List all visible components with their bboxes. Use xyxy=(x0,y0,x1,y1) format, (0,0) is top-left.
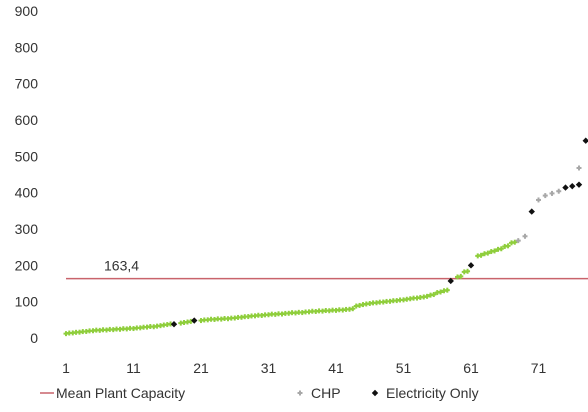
chart-legend: Mean Plant Capacity CHP Electricity Only xyxy=(40,385,479,401)
x-tick-label: 21 xyxy=(193,360,209,376)
electricity-only-point xyxy=(191,317,198,324)
data-points xyxy=(63,137,588,337)
chp-point xyxy=(549,190,555,196)
electricity-only-point xyxy=(528,208,535,215)
electricity-only-point xyxy=(582,137,588,144)
electricity-only-point xyxy=(467,262,475,269)
chp-point xyxy=(512,239,518,245)
legend-label: Electricity Only xyxy=(386,385,479,401)
electricity-only-point xyxy=(447,277,454,285)
legend-label: Mean Plant Capacity xyxy=(56,385,185,401)
y-axis-ticks: 0 100 200 300 400 500 600 700 800 900 xyxy=(15,3,39,346)
chp-point xyxy=(438,289,444,295)
y-tick-label: 700 xyxy=(15,76,39,92)
legend-chp-swatch xyxy=(297,390,303,396)
chp-point xyxy=(576,165,582,171)
mean-value-label: 163,4 xyxy=(104,258,139,274)
chp-point xyxy=(465,268,471,274)
chp-point xyxy=(350,306,356,312)
x-tick-label: 31 xyxy=(261,360,277,376)
y-tick-label: 400 xyxy=(15,185,39,201)
chp-point xyxy=(536,197,541,203)
chp-point xyxy=(498,246,504,252)
electricity-only-point xyxy=(562,184,569,191)
y-tick-label: 200 xyxy=(15,257,39,273)
chp-point xyxy=(522,233,528,239)
x-tick-label: 61 xyxy=(463,360,479,376)
chp-point xyxy=(556,188,562,194)
chp-point xyxy=(458,273,464,279)
chp-point xyxy=(485,250,491,256)
y-tick-label: 900 xyxy=(15,3,39,19)
chp-point xyxy=(431,292,437,298)
y-tick-label: 500 xyxy=(15,148,39,164)
x-tick-label: 1 xyxy=(62,360,70,376)
electricity-only-point xyxy=(569,182,576,190)
y-tick-label: 800 xyxy=(15,39,39,55)
y-tick-label: 600 xyxy=(15,112,39,128)
x-tick-label: 11 xyxy=(126,360,141,376)
chp-point xyxy=(505,243,511,249)
chp-point xyxy=(515,238,521,244)
x-axis-ticks: 1 11 21 31 41 51 61 71 xyxy=(62,360,546,376)
y-tick-label: 300 xyxy=(15,221,39,237)
x-tick-label: 51 xyxy=(396,360,412,376)
x-tick-label: 41 xyxy=(328,360,344,376)
chp-point xyxy=(478,252,484,258)
y-tick-label: 0 xyxy=(30,330,38,346)
chp-point xyxy=(424,293,430,299)
legend-electricity-swatch xyxy=(371,389,379,397)
chp-point xyxy=(444,287,450,293)
electricity-only-point xyxy=(575,181,583,188)
legend-label: CHP xyxy=(311,385,341,401)
electricity-only-point xyxy=(170,320,178,328)
chp-point xyxy=(492,248,498,254)
x-tick-label: 71 xyxy=(531,360,547,376)
y-tick-label: 100 xyxy=(15,294,39,310)
mean-line-group: 163,4 xyxy=(66,258,588,280)
chp-point xyxy=(542,193,548,199)
